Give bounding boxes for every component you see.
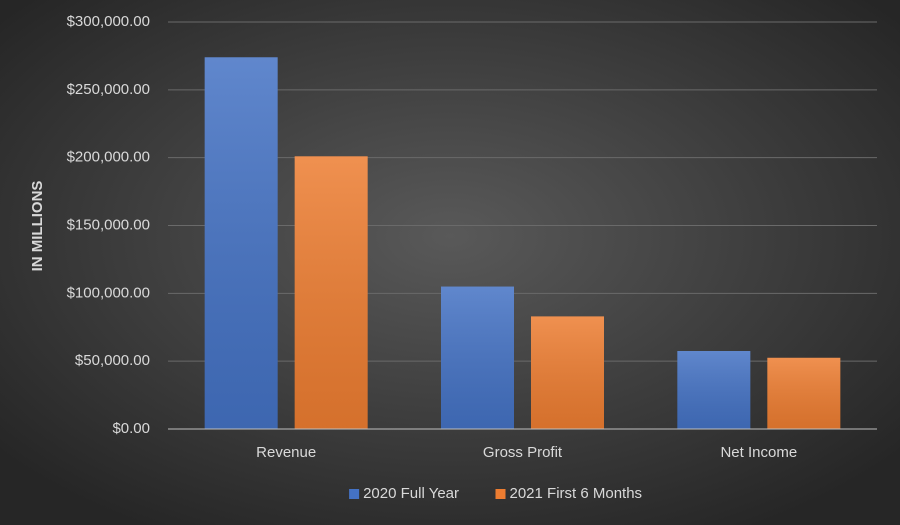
- y-tick-label: $100,000.00: [67, 284, 150, 301]
- bar-shade: [204, 57, 278, 429]
- legend-label: 2020 Full Year: [363, 485, 459, 502]
- legend-swatch: [349, 489, 360, 499]
- y-tick-label: $150,000.00: [67, 216, 150, 233]
- bar-shade: [767, 357, 841, 429]
- y-tick-label: $300,000.00: [67, 13, 150, 30]
- bar-shade: [294, 156, 368, 429]
- y-tick-label: $200,000.00: [67, 149, 150, 166]
- y-axis-label: IN MILLIONS: [29, 181, 46, 272]
- bar-shade: [677, 350, 751, 429]
- y-tick-label: $50,000.00: [75, 352, 150, 369]
- bar-shade: [441, 286, 514, 429]
- bar-shade: [531, 316, 604, 429]
- legend-swatch: [495, 489, 506, 499]
- legend-label: 2021 First 6 Months: [510, 485, 643, 502]
- x-tick-label: Net Income: [720, 444, 797, 461]
- y-tick-label: $0.00: [112, 420, 150, 437]
- y-tick-label: $250,000.00: [67, 81, 150, 98]
- x-tick-label: Revenue: [256, 444, 316, 461]
- x-tick-label: Gross Profit: [483, 444, 563, 461]
